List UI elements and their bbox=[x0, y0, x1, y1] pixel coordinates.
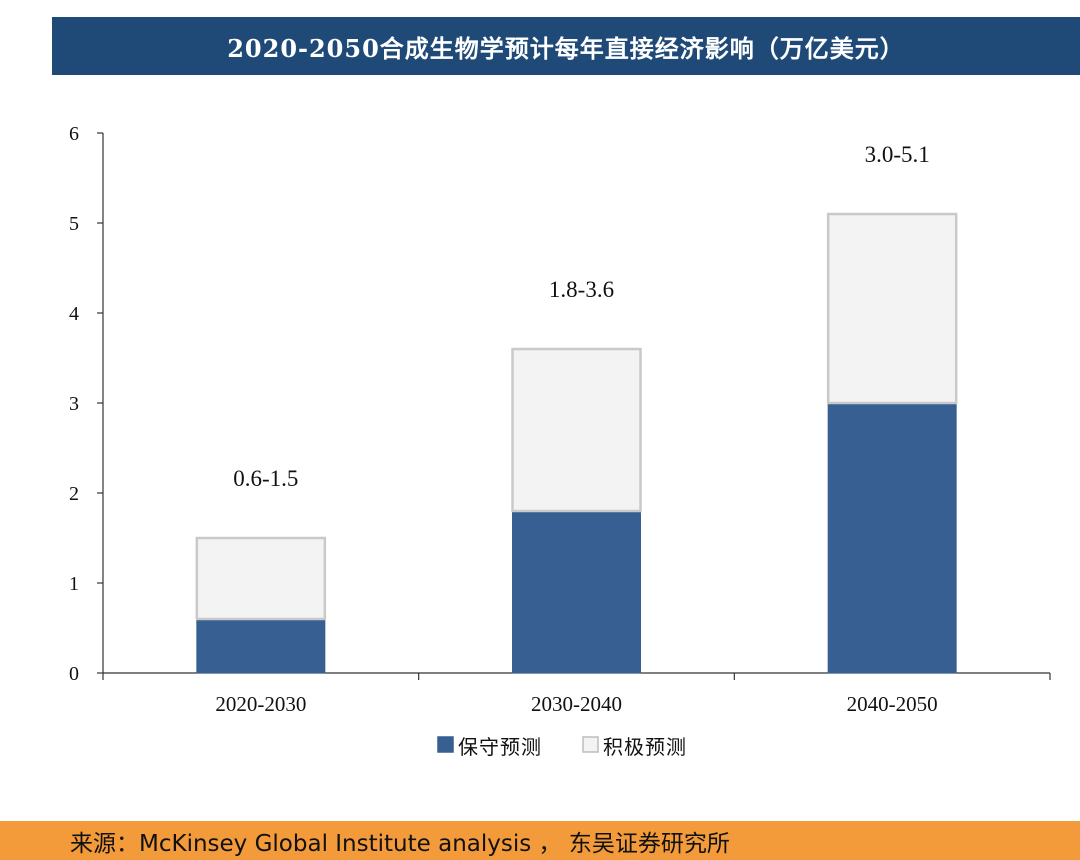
legend-swatch-optimistic bbox=[582, 736, 599, 753]
y-tick-label: 0 bbox=[69, 663, 79, 685]
x-tick-label: 2040-2050 bbox=[847, 692, 938, 716]
range-label: 0.6-1.5 bbox=[233, 466, 298, 491]
legend-label: 保守预测 bbox=[458, 736, 542, 759]
chart-labels: 2020-2030 0.6-1.5 2030-2040 1.8-3.6 2040-205… bbox=[215, 142, 937, 716]
bar-optimistic bbox=[826, 212, 958, 405]
bar-optimistic bbox=[195, 536, 327, 621]
y-tick-label: 3 bbox=[69, 393, 79, 415]
legend-label: 积极预测 bbox=[603, 736, 687, 759]
bar-conservative bbox=[196, 618, 326, 674]
y-tick-label: 1 bbox=[69, 573, 79, 595]
bar-optimistic bbox=[511, 347, 642, 513]
y-tick-label: 5 bbox=[69, 213, 79, 235]
y-tick-label: 4 bbox=[69, 303, 79, 325]
y-tick-label: 6 bbox=[69, 123, 79, 145]
chart-legend: 保守预测 积极预测 bbox=[437, 736, 687, 759]
range-label: 3.0-5.1 bbox=[865, 142, 930, 167]
source-note: 来源：McKinsey Global Institute analysis ， … bbox=[0, 821, 1080, 860]
range-label: 1.8-3.6 bbox=[549, 277, 614, 302]
bar-chart: 0 1 2 3 4 5 6 2020-2030 0.6-1.5 2030-2040 1.8-3.6… bbox=[69, 123, 1051, 759]
legend-swatch-conservative bbox=[437, 736, 454, 753]
chart-bars bbox=[195, 212, 958, 674]
bar-conservative bbox=[827, 402, 957, 674]
bar-conservative bbox=[512, 510, 641, 674]
x-tick-label: 2030-2040 bbox=[531, 692, 622, 716]
y-tick-label: 2 bbox=[69, 483, 79, 505]
chart-title: 2020-2050合成生物学预计每年直接经济影响（万亿美元） bbox=[52, 17, 1080, 75]
x-tick-label: 2020-2030 bbox=[215, 692, 306, 716]
